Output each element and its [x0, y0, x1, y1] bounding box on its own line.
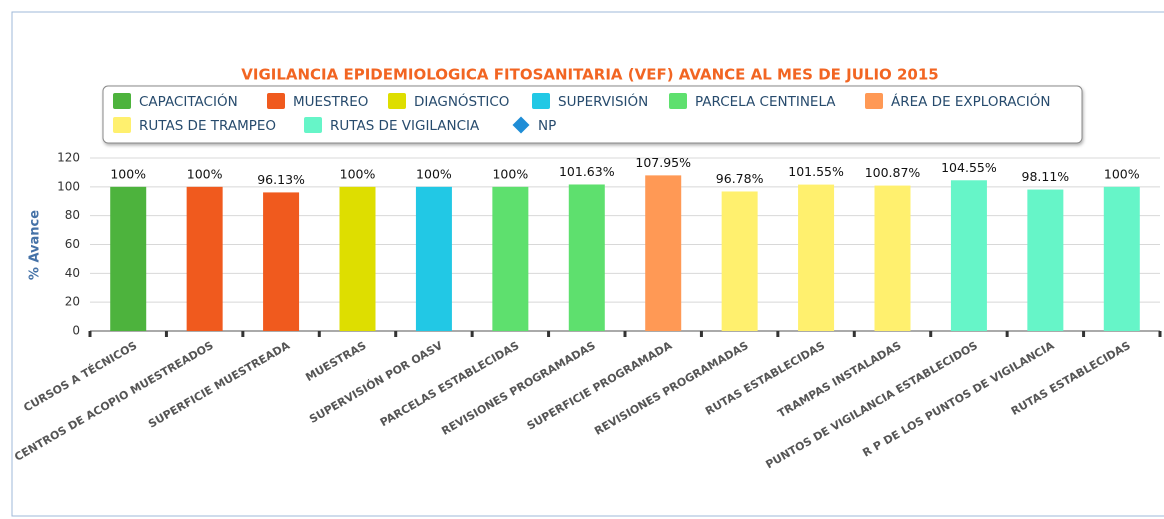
legend-label: RUTAS DE VIGILANCIA — [330, 118, 480, 134]
y-tick-label: 80 — [65, 208, 80, 222]
data-label: 101.63% — [559, 164, 615, 179]
y-tick-label: 120 — [57, 151, 80, 165]
legend-label: CAPACITACIÓN — [139, 92, 238, 110]
legend-marker — [865, 93, 883, 109]
y-tick-label: 0 — [72, 324, 80, 338]
bar — [721, 191, 758, 331]
data-label: 100% — [110, 166, 146, 181]
legend-label: PARCELA CENTINELA — [695, 94, 836, 110]
legend-label: SUPERVISIÓN — [558, 92, 648, 110]
bar — [798, 184, 835, 331]
legend-marker — [267, 93, 285, 109]
data-label: 100% — [1104, 166, 1140, 181]
y-tick-label: 40 — [65, 266, 80, 280]
bar — [186, 186, 223, 331]
bar — [1103, 186, 1140, 331]
bar — [645, 175, 682, 331]
data-label: 100% — [187, 166, 223, 181]
data-label: 96.78% — [716, 171, 764, 186]
legend-marker — [304, 117, 322, 133]
legend-label: NP — [538, 118, 556, 134]
data-label: 104.55% — [941, 160, 997, 175]
legend-marker — [113, 117, 131, 133]
y-tick-label: 60 — [65, 237, 80, 251]
data-label: 98.11% — [1022, 169, 1070, 184]
chart-title: VIGILANCIA EPIDEMIOLOGICA FITOSANITARIA … — [241, 66, 939, 84]
y-axis-label: % Avance — [28, 210, 43, 280]
legend-box — [102, 85, 1083, 144]
legend-marker — [113, 93, 131, 109]
bar — [415, 186, 452, 331]
data-label: 100% — [492, 166, 528, 181]
bar — [110, 186, 147, 331]
data-label: 100% — [340, 166, 376, 181]
legend-label: MUESTREO — [293, 94, 368, 110]
bar — [492, 186, 529, 331]
legend-label: DIAGNÓSTICO — [414, 92, 509, 110]
y-tick-label: 20 — [65, 295, 80, 309]
y-tick-label: 100 — [57, 179, 80, 193]
bar — [339, 186, 376, 331]
legend-marker — [669, 93, 687, 109]
bar — [874, 185, 911, 331]
data-label: 100% — [416, 166, 452, 181]
legend-label: ÁREA DE EXPLORACIÓN — [891, 92, 1050, 110]
data-label: 101.55% — [788, 164, 844, 179]
data-label: 100.87% — [865, 165, 921, 180]
legend-marker — [388, 93, 406, 109]
bar — [950, 180, 987, 331]
bar — [1027, 189, 1064, 331]
legend-marker — [532, 93, 550, 109]
bar — [263, 192, 300, 331]
legend-marker — [512, 116, 530, 134]
data-label: 107.95% — [635, 155, 691, 170]
data-label: 96.13% — [257, 172, 305, 187]
legend-label: RUTAS DE TRAMPEO — [139, 118, 276, 134]
bar — [568, 184, 605, 331]
